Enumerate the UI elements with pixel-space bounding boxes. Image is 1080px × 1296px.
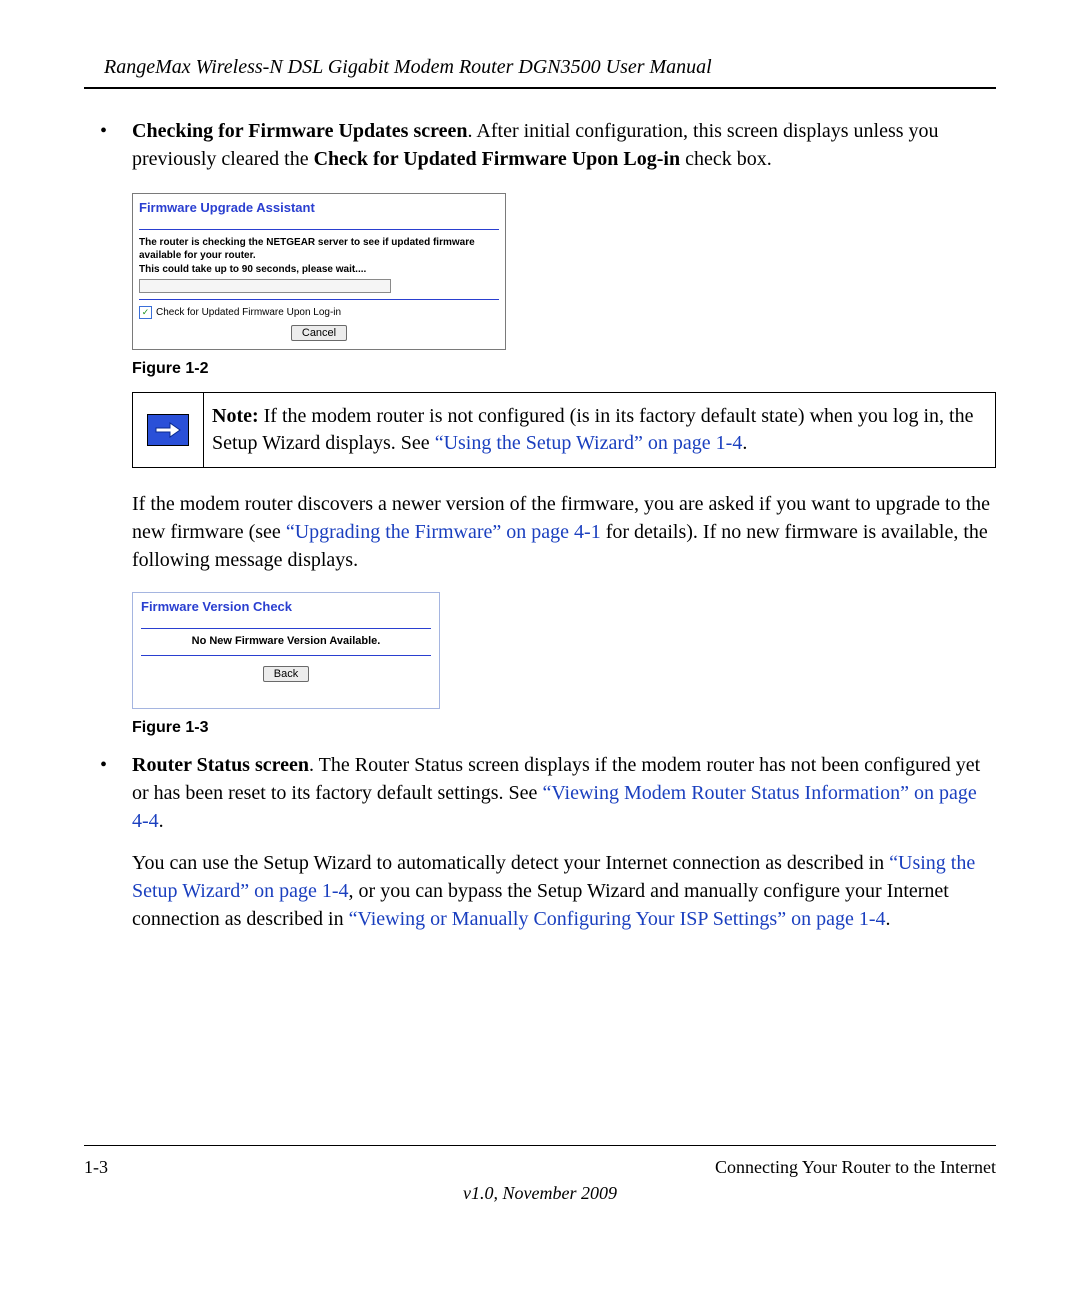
bullet2-lead: Router Status screen [132, 754, 309, 776]
shot1-check-label: Check for Updated Firmware Upon Log-in [156, 307, 341, 318]
footer-rule [84, 1145, 996, 1146]
shot2-msg: No New Firmware Version Available. [141, 635, 431, 647]
bullet1-tail: check box. [680, 148, 772, 170]
bullet2-t2: . [159, 810, 164, 832]
bullet2-p2a: You can use the Setup Wizard to automati… [132, 852, 889, 874]
mid-paragraph: If the modem router discovers a newer ve… [132, 490, 996, 574]
shot1-divider [139, 229, 499, 230]
shot2-divider [141, 628, 431, 629]
bullet-dot: • [100, 751, 132, 933]
note-tail: . [742, 432, 747, 454]
bullet1-lead: Checking for Firmware Updates screen [132, 120, 468, 142]
screenshot-firmware-version-check: Firmware Version Check No New Firmware V… [132, 592, 440, 709]
note-link[interactable]: “Using the Setup Wizard” on page 1-4 [435, 432, 743, 454]
checkbox-updated-firmware[interactable]: ✓ [139, 306, 152, 319]
shot1-line2: This could take up to 90 seconds, please… [139, 264, 499, 275]
back-button[interactable]: Back [263, 666, 309, 682]
footer-chapter: Connecting Your Router to the Internet [715, 1157, 996, 1178]
shot1-divider2 [139, 299, 499, 300]
figure-1-3-caption: Figure 1-3 [132, 719, 996, 737]
shot1-line1: The router is checking the NETGEAR serve… [139, 236, 499, 262]
shot2-title: Firmware Version Check [141, 599, 431, 614]
arrow-right-icon [147, 414, 189, 446]
bullet-dot: • [100, 117, 132, 173]
bullet-item-firmware-check: • Checking for Firmware Updates screen. … [100, 117, 996, 173]
link-isp-settings[interactable]: “Viewing or Manually Configuring Your IS… [349, 908, 886, 930]
note-bold: Note: [212, 405, 259, 427]
note-icon-cell [133, 393, 204, 467]
bullet2-p2c: . [886, 908, 891, 930]
figure-1-2-caption: Figure 1-2 [132, 360, 996, 378]
note-box: Note: If the modem router is not configu… [132, 392, 996, 468]
screenshot-firmware-upgrade-assistant: Firmware Upgrade Assistant The router is… [132, 193, 506, 350]
shot2-divider2 [141, 655, 431, 656]
shot1-title: Firmware Upgrade Assistant [139, 200, 499, 215]
page-header: RangeMax Wireless-N DSL Gigabit Modem Ro… [84, 56, 996, 89]
bullet1-inner: Check for Updated Firmware Upon Log-in [314, 148, 680, 170]
cancel-button[interactable]: Cancel [291, 325, 347, 341]
footer-version: v1.0, November 2009 [0, 1183, 1080, 1204]
link-upgrading-firmware[interactable]: “Upgrading the Firmware” on page 4-1 [286, 521, 601, 543]
shot1-progress-bar [139, 279, 391, 293]
footer-page-num: 1-3 [84, 1157, 108, 1178]
bullet-item-router-status: • Router Status screen. The Router Statu… [100, 751, 996, 933]
